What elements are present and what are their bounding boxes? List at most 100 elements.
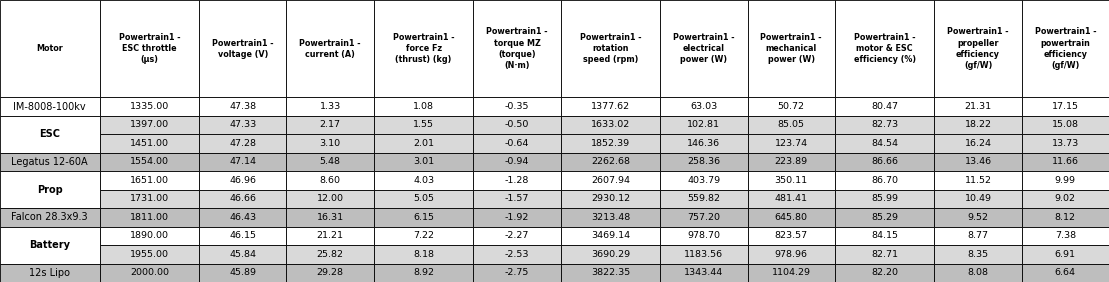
Text: 350.11: 350.11	[774, 176, 807, 185]
Bar	[286, 227, 374, 245]
Bar	[474, 208, 561, 227]
Bar	[660, 0, 747, 97]
Text: 8.12: 8.12	[1055, 213, 1076, 222]
Bar	[374, 208, 474, 227]
Bar	[374, 190, 474, 208]
Text: Powertrain1 -
torque MZ
(torque)
(N·m): Powertrain1 - torque MZ (torque) (N·m)	[486, 28, 548, 70]
Text: 82.71: 82.71	[872, 250, 898, 259]
Bar	[100, 153, 200, 171]
Bar	[747, 227, 835, 245]
Bar	[935, 171, 1021, 190]
Text: Powertrain1 -
ESC throttle
(μs): Powertrain1 - ESC throttle (μs)	[119, 33, 180, 64]
Text: 481.41: 481.41	[775, 194, 807, 203]
Text: 1451.00: 1451.00	[130, 139, 169, 148]
Bar	[835, 0, 935, 97]
Text: 6.91: 6.91	[1055, 250, 1076, 259]
Text: 258.36: 258.36	[688, 157, 721, 166]
Bar	[660, 208, 747, 227]
Bar	[935, 134, 1021, 153]
Text: 2.17: 2.17	[319, 120, 340, 129]
Text: 13.46: 13.46	[965, 157, 991, 166]
Bar	[286, 208, 374, 227]
Text: 86.66: 86.66	[872, 157, 898, 166]
Text: 1731.00: 1731.00	[130, 194, 169, 203]
Bar	[374, 245, 474, 263]
Bar	[835, 208, 935, 227]
Text: -2.53: -2.53	[505, 250, 529, 259]
Bar	[747, 208, 835, 227]
Bar	[286, 97, 374, 116]
Bar	[660, 116, 747, 134]
Bar	[0, 208, 100, 227]
Bar	[935, 208, 1021, 227]
Text: 50.72: 50.72	[777, 102, 805, 111]
Bar	[474, 116, 561, 134]
Text: 1852.39: 1852.39	[591, 139, 630, 148]
Bar	[100, 245, 200, 263]
Text: 1104.29: 1104.29	[772, 268, 811, 277]
Bar	[286, 263, 374, 282]
Bar	[200, 116, 286, 134]
Text: 9.99: 9.99	[1055, 176, 1076, 185]
Text: -0.35: -0.35	[505, 102, 529, 111]
Bar	[286, 116, 374, 134]
Text: 47.28: 47.28	[230, 139, 256, 148]
Bar	[747, 97, 835, 116]
Bar	[1021, 227, 1109, 245]
Text: -1.92: -1.92	[505, 213, 529, 222]
Bar	[200, 0, 286, 97]
Bar	[1021, 116, 1109, 134]
Bar	[561, 153, 660, 171]
Text: 84.15: 84.15	[872, 231, 898, 240]
Text: 3469.14: 3469.14	[591, 231, 630, 240]
Text: 45.84: 45.84	[230, 250, 256, 259]
Text: 645.80: 645.80	[775, 213, 807, 222]
Bar	[1021, 263, 1109, 282]
Bar	[835, 134, 935, 153]
Bar	[100, 0, 200, 97]
Text: 2.01: 2.01	[413, 139, 434, 148]
Bar	[561, 134, 660, 153]
Text: 8.18: 8.18	[413, 250, 434, 259]
Bar	[835, 263, 935, 282]
Text: 85.29: 85.29	[872, 213, 898, 222]
Bar	[561, 0, 660, 97]
Bar	[200, 190, 286, 208]
Bar	[200, 171, 286, 190]
Text: 82.73: 82.73	[871, 120, 898, 129]
Text: 3.01: 3.01	[413, 157, 434, 166]
Bar	[374, 116, 474, 134]
Text: 1335.00: 1335.00	[130, 102, 169, 111]
Bar	[200, 153, 286, 171]
Bar	[100, 190, 200, 208]
Text: 1397.00: 1397.00	[130, 120, 169, 129]
Bar	[474, 171, 561, 190]
Bar	[835, 245, 935, 263]
Text: Powertrain1 -
voltage (V): Powertrain1 - voltage (V)	[212, 39, 274, 59]
Text: 8.35: 8.35	[967, 250, 988, 259]
Bar	[474, 227, 561, 245]
Text: IM-8008-100kv: IM-8008-100kv	[13, 102, 87, 111]
Bar	[474, 153, 561, 171]
Bar	[747, 263, 835, 282]
Text: 45.89: 45.89	[230, 268, 256, 277]
Text: -1.28: -1.28	[505, 176, 529, 185]
Bar	[100, 97, 200, 116]
Text: Motor: Motor	[37, 44, 63, 53]
Text: 1.08: 1.08	[413, 102, 434, 111]
Bar	[0, 227, 100, 263]
Bar	[747, 0, 835, 97]
Text: 3690.29: 3690.29	[591, 250, 630, 259]
Text: 11.66: 11.66	[1051, 157, 1079, 166]
Text: Powertrain1 -
mechanical
power (W): Powertrain1 - mechanical power (W)	[761, 33, 822, 64]
Text: 11.52: 11.52	[965, 176, 991, 185]
Bar	[935, 227, 1021, 245]
Bar	[200, 245, 286, 263]
Text: 15.08: 15.08	[1051, 120, 1079, 129]
Text: Powertrain1 -
force Fz
(thrust) (kg): Powertrain1 - force Fz (thrust) (kg)	[393, 33, 455, 64]
Bar	[660, 153, 747, 171]
Bar	[660, 245, 747, 263]
Bar	[660, 263, 747, 282]
Bar	[935, 97, 1021, 116]
Bar	[100, 134, 200, 153]
